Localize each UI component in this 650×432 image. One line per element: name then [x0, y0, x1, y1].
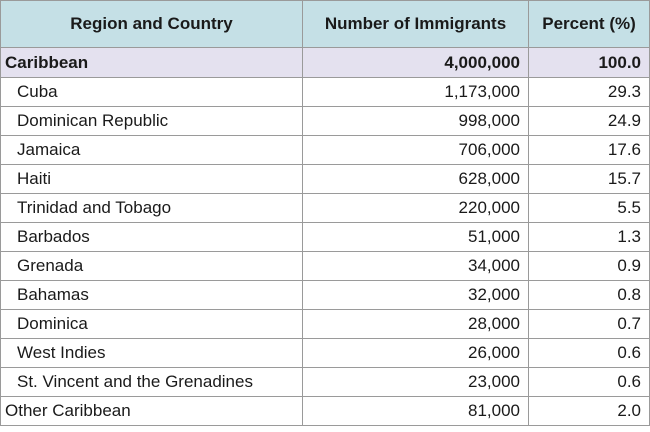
- country-name: Trinidad and Tobago: [0, 193, 303, 223]
- country-name: Grenada: [0, 251, 303, 281]
- table-row: Barbados 51,000 1.3: [0, 222, 650, 252]
- other-number: 81,000: [302, 396, 529, 426]
- table-row: Grenada 34,000 0.9: [0, 251, 650, 281]
- table-row: Haiti 628,000 15.7: [0, 164, 650, 194]
- header-percent: Percent (%): [528, 0, 650, 48]
- total-number: 4,000,000: [302, 47, 529, 78]
- table-row: West Indies 26,000 0.6: [0, 338, 650, 368]
- country-name: St. Vincent and the Grenadines: [0, 367, 303, 397]
- country-name: Barbados: [0, 222, 303, 252]
- immigrant-count: 51,000: [302, 222, 529, 252]
- country-name: Jamaica: [0, 135, 303, 165]
- immigrant-count: 628,000: [302, 164, 529, 194]
- table-row: St. Vincent and the Grenadines 23,000 0.…: [0, 367, 650, 397]
- percent-value: 0.9: [528, 251, 650, 281]
- percent-value: 15.7: [528, 164, 650, 194]
- immigrant-count: 706,000: [302, 135, 529, 165]
- table-row: Dominica 28,000 0.7: [0, 309, 650, 339]
- header-row: Region and Country Number of Immigrants …: [0, 0, 650, 48]
- other-row: Other Caribbean 81,000 2.0: [0, 396, 650, 426]
- header-region: Region and Country: [0, 0, 303, 48]
- immigrant-count: 28,000: [302, 309, 529, 339]
- header-number: Number of Immigrants: [302, 0, 529, 48]
- percent-value: 29.3: [528, 77, 650, 107]
- percent-value: 0.6: [528, 338, 650, 368]
- total-name: Caribbean: [0, 47, 303, 78]
- table-row: Bahamas 32,000 0.8: [0, 280, 650, 310]
- immigrant-count: 998,000: [302, 106, 529, 136]
- percent-value: 0.8: [528, 280, 650, 310]
- table-row: Jamaica 706,000 17.6: [0, 135, 650, 165]
- percent-value: 0.7: [528, 309, 650, 339]
- immigrant-count: 23,000: [302, 367, 529, 397]
- country-name: Cuba: [0, 77, 303, 107]
- immigrant-count: 32,000: [302, 280, 529, 310]
- total-percent: 100.0: [528, 47, 650, 78]
- country-name: West Indies: [0, 338, 303, 368]
- table-row: Cuba 1,173,000 29.3: [0, 77, 650, 107]
- table-row: Dominican Republic 998,000 24.9: [0, 106, 650, 136]
- percent-value: 5.5: [528, 193, 650, 223]
- country-name: Dominica: [0, 309, 303, 339]
- immigrant-count: 220,000: [302, 193, 529, 223]
- percent-value: 0.6: [528, 367, 650, 397]
- table-row: Trinidad and Tobago 220,000 5.5: [0, 193, 650, 223]
- percent-value: 24.9: [528, 106, 650, 136]
- country-name: Dominican Republic: [0, 106, 303, 136]
- immigrant-count: 34,000: [302, 251, 529, 281]
- other-percent: 2.0: [528, 396, 650, 426]
- percent-value: 1.3: [528, 222, 650, 252]
- country-name: Bahamas: [0, 280, 303, 310]
- country-name: Haiti: [0, 164, 303, 194]
- percent-value: 17.6: [528, 135, 650, 165]
- other-name: Other Caribbean: [0, 396, 303, 426]
- total-row: Caribbean 4,000,000 100.0: [0, 47, 650, 78]
- immigrant-count: 1,173,000: [302, 77, 529, 107]
- immigrant-count: 26,000: [302, 338, 529, 368]
